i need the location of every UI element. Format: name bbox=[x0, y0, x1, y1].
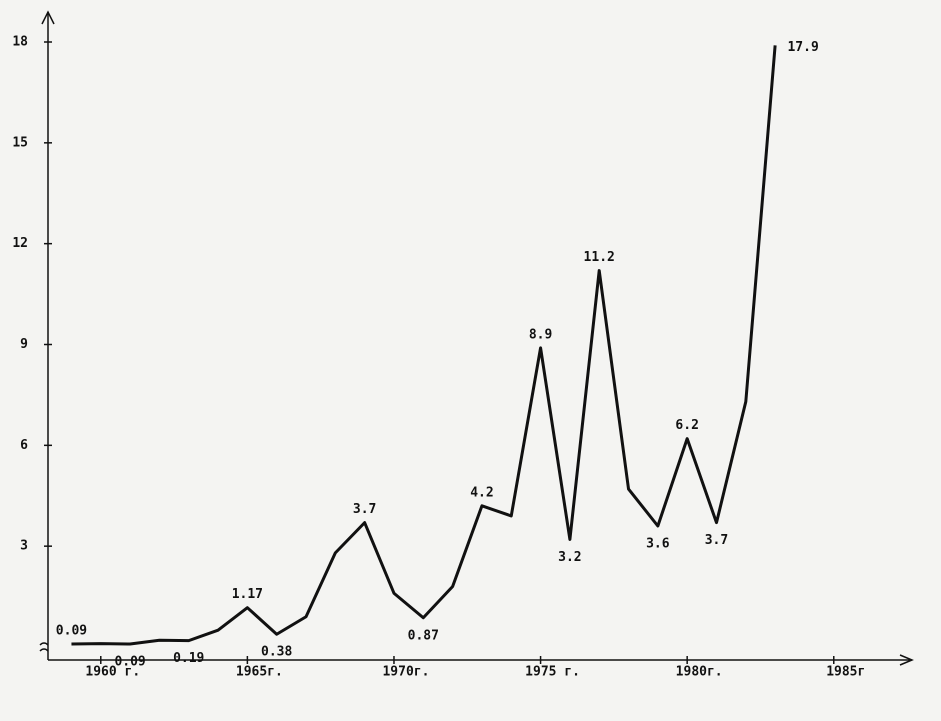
x-tick-label: 1980г. bbox=[676, 665, 723, 680]
data-label: 1.17 bbox=[232, 587, 263, 602]
data-label: 0.09 bbox=[114, 654, 145, 669]
x-axis-arrow bbox=[899, 654, 914, 666]
data-label: 3.7 bbox=[353, 502, 376, 517]
y-tick-label: 9 bbox=[20, 337, 28, 352]
axis-break bbox=[39, 642, 49, 652]
y-tick-label: 12 bbox=[12, 236, 28, 251]
x-tick-label: 1985г bbox=[826, 665, 865, 680]
data-label: 8.9 bbox=[529, 327, 552, 342]
data-label: 0.09 bbox=[56, 623, 87, 638]
y-tick-label: 15 bbox=[12, 135, 28, 150]
y-tick-label: 3 bbox=[20, 539, 28, 554]
data-label: 0.19 bbox=[173, 651, 204, 666]
data-label: 3.2 bbox=[558, 550, 581, 565]
data-label: 17.9 bbox=[787, 40, 818, 55]
data-label: 0.38 bbox=[261, 645, 292, 660]
x-tick-label: 1975 г. bbox=[525, 665, 580, 680]
data-label: 4.2 bbox=[470, 485, 493, 500]
y-tick-label: 6 bbox=[20, 438, 28, 453]
data-label: 6.2 bbox=[675, 418, 698, 433]
data-label: 11.2 bbox=[584, 250, 615, 265]
y-axis-arrow bbox=[41, 10, 55, 25]
x-tick-label: 1970г. bbox=[382, 665, 429, 680]
x-tick-label: 1960 г. bbox=[85, 665, 140, 680]
data-label: 3.7 bbox=[705, 533, 728, 548]
data-line bbox=[71, 45, 777, 646]
y-tick-label: 18 bbox=[12, 35, 28, 50]
x-tick-label: 1965г. bbox=[236, 665, 283, 680]
data-label: 3.6 bbox=[646, 537, 670, 552]
data-label: 0.87 bbox=[408, 628, 439, 643]
